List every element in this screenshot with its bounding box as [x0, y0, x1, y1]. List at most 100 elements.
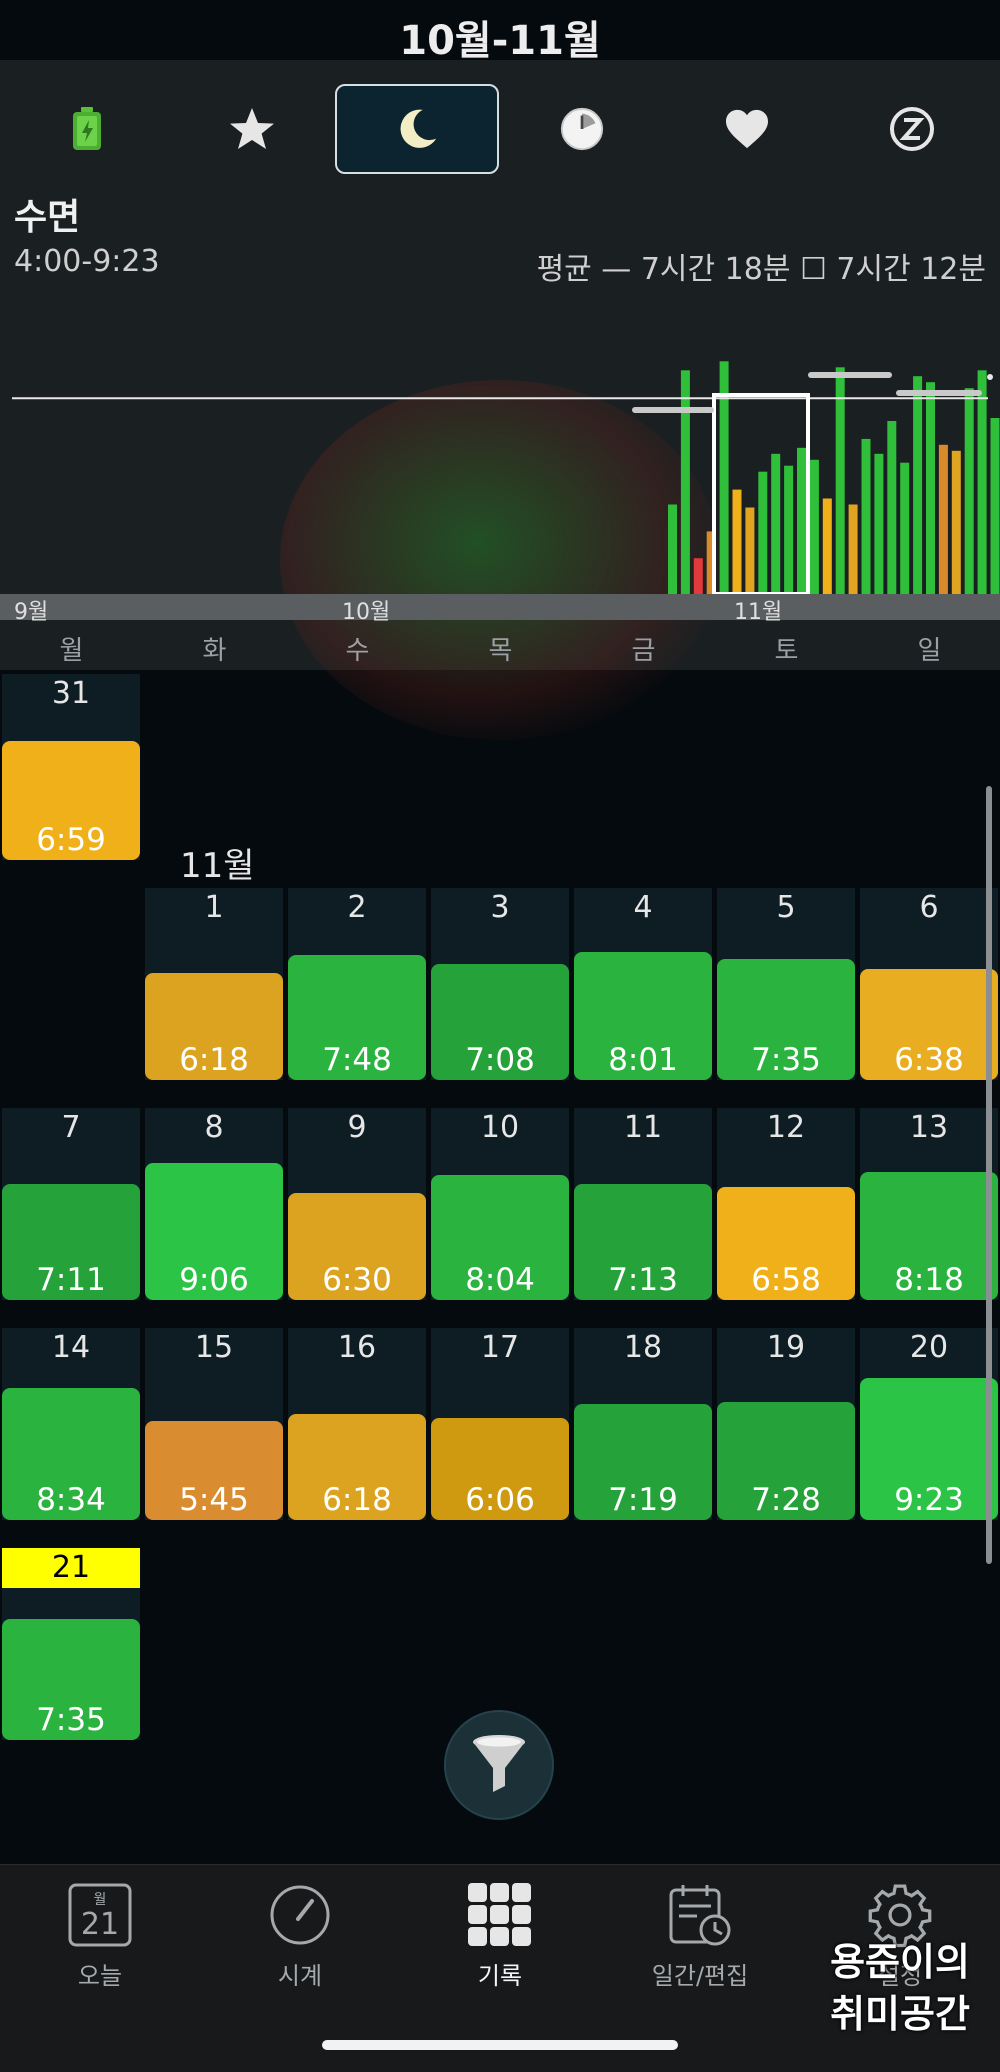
- nav-records-label: 기록: [477, 1962, 523, 1990]
- week-average-marker: [632, 407, 714, 413]
- calendar-day-cell[interactable]: 31 6:59: [2, 674, 140, 860]
- sleep-duration-bar: 7:48: [288, 955, 426, 1080]
- sleep-duration-value: 6:30: [322, 1262, 392, 1298]
- calendar-day-number: 8: [204, 1110, 224, 1145]
- gear-icon: [868, 1884, 932, 1948]
- nav-daily-edit[interactable]: 일간/편집: [600, 1880, 800, 1991]
- calendar-day-number: 16: [337, 1330, 377, 1365]
- chart-bar: [680, 370, 690, 594]
- sleep-bar-chart[interactable]: [0, 280, 1000, 594]
- sleep-duration-value: 7:11: [36, 1262, 106, 1298]
- calendar-day-cell[interactable]: 3 7:08: [431, 888, 569, 1080]
- sleep-duration-value: 6:38: [894, 1042, 964, 1078]
- calendar-day-cell[interactable]: 20 9:23: [860, 1328, 998, 1520]
- calendar-day-number: 14: [51, 1330, 91, 1365]
- calendar-day-cell[interactable]: 2 7:48: [288, 888, 426, 1080]
- sleep-title: 수면: [14, 197, 81, 238]
- moon-tab[interactable]: [335, 84, 499, 174]
- nav-settings[interactable]: 설정: [800, 1880, 1000, 1991]
- clock-tab[interactable]: [500, 84, 664, 174]
- calendar-day-number: 13: [909, 1110, 949, 1145]
- sleep-duration-value: 8:34: [36, 1482, 106, 1518]
- calendar-day-cell[interactable]: 21 7:35: [2, 1548, 140, 1740]
- calendar-day-cell[interactable]: 19 7:28: [717, 1328, 855, 1520]
- calendar-day-cell[interactable]: 11 7:13: [574, 1108, 712, 1300]
- chart-bar: [926, 382, 935, 594]
- calendar-day-cell[interactable]: 17 6:06: [431, 1328, 569, 1520]
- sleep-duration-bar: 5:45: [145, 1421, 283, 1520]
- calendar-day-number: 19: [766, 1330, 806, 1365]
- chart-bar: [668, 504, 677, 594]
- heart-tab[interactable]: [665, 84, 829, 174]
- timeline-bar[interactable]: [0, 594, 1000, 620]
- battery-tab[interactable]: [5, 84, 169, 174]
- month-label: 11월: [180, 846, 255, 886]
- sleep-duration-bar: 7:19: [574, 1404, 712, 1520]
- gauge-icon: [270, 1885, 330, 1945]
- latest-point: [987, 374, 993, 380]
- sleep-z-tab[interactable]: [830, 84, 994, 174]
- chart-bar: [848, 504, 858, 594]
- calendar-day-number: 31: [51, 676, 91, 711]
- star-tab[interactable]: [170, 84, 334, 174]
- sleep-duration-value: 7:19: [608, 1482, 678, 1518]
- sleep-duration-bar: 9:06: [145, 1163, 283, 1300]
- weekday-wed: 수: [345, 636, 370, 666]
- sleep-duration-bar: 7:35: [717, 959, 855, 1080]
- calendar-day-cell[interactable]: 15 5:45: [145, 1328, 283, 1520]
- sleep-duration-value: 7:28: [751, 1482, 821, 1518]
- sleep-duration-value: 5:45: [179, 1482, 249, 1518]
- calendar-day-cell[interactable]: 10 8:04: [431, 1108, 569, 1300]
- calendar-day-cell[interactable]: 6 6:38: [860, 888, 998, 1080]
- nav-clock-label: 시계: [277, 1962, 323, 1990]
- calendar-day-cell[interactable]: 18 7:19: [574, 1328, 712, 1520]
- chart-bar: [874, 453, 884, 594]
- scrollbar[interactable]: [986, 786, 992, 1564]
- weekday-tue: 화: [202, 636, 227, 666]
- week-average-marker: [896, 390, 982, 396]
- calendar-day-cell[interactable]: 4 8:01: [574, 888, 712, 1080]
- calendar-day-cell[interactable]: 12 6:58: [717, 1108, 855, 1300]
- nav-daily-edit-label: 일간/편집: [651, 1962, 749, 1990]
- month-label-oct: 10월: [342, 600, 391, 625]
- sleep-duration-bar: 6:18: [288, 1414, 426, 1520]
- chart-bar: [938, 444, 948, 594]
- calendar-day-cell[interactable]: 7 7:11: [2, 1108, 140, 1300]
- badge-day: 21: [81, 1907, 119, 1942]
- calendar-day-number: 1: [204, 890, 224, 925]
- sleep-range: 4:00-9:23: [14, 244, 160, 279]
- sleep-duration-bar: 7:11: [2, 1184, 140, 1300]
- month-label-nov: 11월: [734, 600, 783, 625]
- nav-clock[interactable]: 시계: [200, 1880, 400, 1991]
- calendar-day-cell[interactable]: 9 6:30: [288, 1108, 426, 1300]
- sleep-duration-bar: 7:35: [2, 1619, 140, 1740]
- calendar-day-number: 9: [347, 1110, 367, 1145]
- calendar-day-number: 21: [2, 1548, 140, 1588]
- weekday-mon: 월: [59, 636, 84, 666]
- sleep-duration-value: 6:59: [36, 822, 106, 858]
- sleep-duration-bar: 6:58: [717, 1187, 855, 1300]
- sleep-duration-value: 8:18: [894, 1262, 964, 1298]
- sleep-duration-bar: 8:01: [574, 952, 712, 1080]
- chart-bar: [809, 459, 819, 594]
- calendar-day-cell[interactable]: 1 6:18: [145, 888, 283, 1080]
- sleep-duration-bar: 7:08: [431, 964, 569, 1080]
- nav-records[interactable]: 기록: [400, 1880, 600, 1991]
- sleep-duration-bar: 7:13: [574, 1184, 712, 1300]
- nav-today[interactable]: 월 21 오늘: [0, 1880, 200, 1991]
- calendar-today-icon: 월 21: [68, 1883, 132, 1947]
- chart-bar: [900, 462, 910, 594]
- filter-button[interactable]: [444, 1710, 554, 1820]
- sleep-duration-value: 9:23: [894, 1482, 964, 1518]
- chart-bar: [977, 370, 987, 594]
- calendar-day-cell[interactable]: 5 7:35: [717, 888, 855, 1080]
- calendar-day-cell[interactable]: 14 8:34: [2, 1328, 140, 1520]
- calendar-day-cell[interactable]: 16 6:18: [288, 1328, 426, 1520]
- calendar-clock-icon: [669, 1885, 731, 1946]
- weekday-sun: 일: [917, 636, 942, 666]
- sleep-duration-bar: 9:23: [860, 1378, 998, 1520]
- home-indicator[interactable]: [322, 2040, 678, 2050]
- chart-bar: [706, 531, 716, 594]
- calendar-day-cell[interactable]: 8 9:06: [145, 1108, 283, 1300]
- calendar-day-cell[interactable]: 13 8:18: [860, 1108, 998, 1300]
